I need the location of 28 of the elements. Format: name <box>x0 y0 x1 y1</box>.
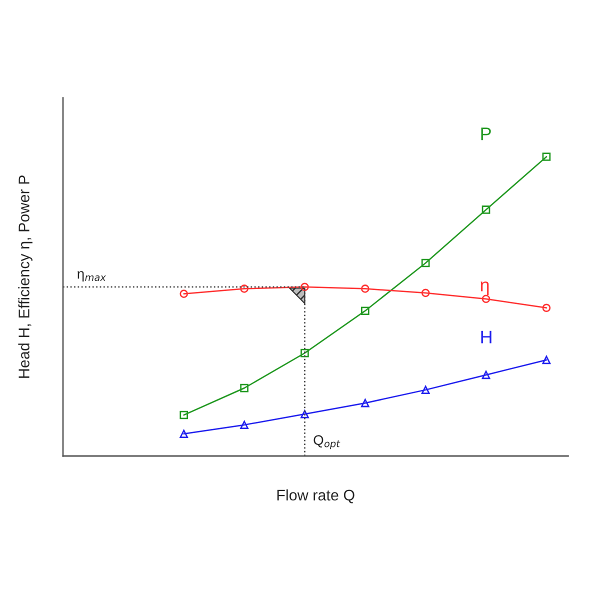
point <box>180 410 188 420</box>
ref-line-label: η$_{max}$ <box>78 271 106 282</box>
point <box>421 386 430 394</box>
point <box>300 410 309 418</box>
annotation: Q$_{opt}$ <box>314 435 340 450</box>
point <box>482 370 490 380</box>
point <box>360 306 370 316</box>
point <box>240 420 248 430</box>
point <box>180 290 188 298</box>
point <box>482 294 490 304</box>
series-label: H <box>481 330 492 344</box>
point <box>421 288 430 298</box>
point <box>180 430 188 438</box>
text: P <box>481 128 491 140</box>
x-axis-title: Flow rate Q <box>277 489 354 504</box>
series-label: η <box>480 281 489 295</box>
point <box>360 284 370 293</box>
point <box>300 282 309 292</box>
point <box>542 304 551 312</box>
point <box>240 384 248 392</box>
point <box>300 348 309 358</box>
y-axis-title: Head H, Efficiency η, Power P <box>18 176 32 378</box>
point <box>482 206 490 214</box>
point <box>542 152 551 161</box>
point <box>240 284 248 293</box>
point <box>421 258 430 268</box>
point <box>542 356 551 364</box>
point <box>360 398 370 408</box>
